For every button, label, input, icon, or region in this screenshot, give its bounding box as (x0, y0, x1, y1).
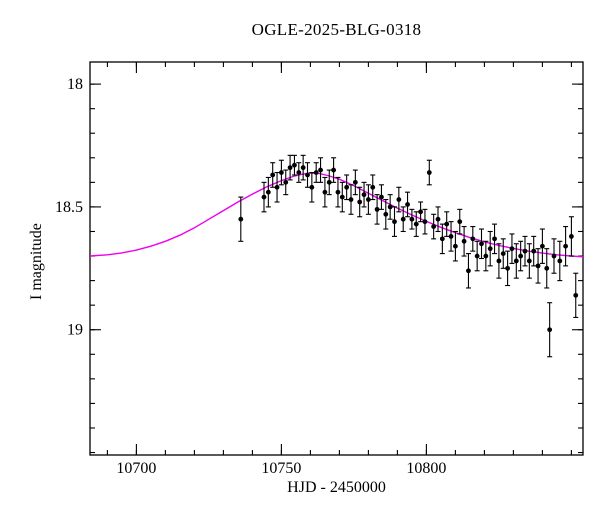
data-point (551, 253, 557, 259)
data-point (261, 194, 267, 200)
data-point (322, 189, 328, 195)
data-point (238, 216, 244, 222)
data-point (318, 167, 323, 173)
tick-labels: 10700 10750 10800 18 18.5 19 (55, 76, 446, 477)
data-point (352, 179, 358, 185)
y-tick-label: 18.5 (55, 199, 83, 216)
data-point (374, 206, 380, 212)
error-bars (238, 154, 579, 358)
x-axis-label: HJD - 2450000 (287, 479, 386, 496)
data-point (509, 246, 515, 252)
data-point (435, 216, 441, 222)
data-point (573, 292, 579, 298)
model-curve (89, 172, 584, 258)
y-tick-label: 18 (67, 76, 83, 93)
data-point (492, 236, 497, 242)
data-point (439, 236, 445, 242)
data-point (461, 238, 467, 244)
major-ticks (90, 62, 583, 455)
data-point (379, 194, 384, 200)
data-point (287, 165, 293, 171)
data-point (348, 197, 354, 202)
data-point (466, 268, 471, 274)
data-point (331, 167, 336, 173)
data-point (422, 219, 428, 225)
data-point (513, 258, 519, 264)
data-point (557, 258, 563, 264)
data-point (392, 219, 397, 225)
minor-ticks (90, 62, 583, 455)
data-point (479, 241, 484, 247)
data-point (453, 243, 458, 249)
data-point (505, 265, 510, 271)
data-points (238, 162, 579, 333)
data-point (448, 233, 454, 239)
data-point (313, 170, 319, 175)
data-point (400, 216, 406, 222)
data-point (531, 248, 537, 254)
data-point (361, 192, 367, 198)
data-point (474, 253, 480, 259)
data-point (487, 246, 493, 252)
data-point (296, 170, 302, 175)
data-point (405, 202, 410, 207)
data-point (279, 170, 284, 175)
chart-title: OGLE-2025-BLG-0318 (251, 20, 422, 39)
data-point (518, 253, 524, 259)
data-point (387, 204, 393, 210)
data-point (270, 172, 276, 178)
data-point (457, 219, 463, 225)
data-point (265, 189, 271, 195)
data-point (300, 165, 306, 171)
data-point (335, 189, 341, 195)
data-point (569, 233, 574, 239)
y-axis-label: I magnitude (28, 223, 45, 300)
x-tick-label: 10800 (406, 460, 446, 477)
data-point (431, 224, 437, 229)
data-point (563, 243, 568, 249)
data-point (357, 199, 363, 205)
data-point (540, 243, 545, 249)
data-point (526, 258, 532, 264)
data-point (409, 216, 415, 222)
data-point (444, 221, 450, 227)
data-point (305, 172, 310, 178)
data-point (283, 179, 289, 185)
plot-frame (89, 61, 584, 456)
data-point (483, 253, 489, 259)
data-point (326, 179, 332, 185)
data-point (370, 184, 376, 190)
data-point (547, 327, 553, 333)
y-tick-label: 19 (67, 322, 83, 339)
data-point (426, 170, 432, 175)
x-tick-label: 10700 (116, 460, 156, 477)
data-point (344, 184, 350, 190)
data-point (292, 162, 297, 168)
data-point (544, 265, 550, 271)
data-point (383, 211, 389, 217)
data-point (339, 194, 345, 200)
data-point (496, 258, 502, 264)
data-point (535, 263, 541, 269)
data-point (309, 184, 315, 190)
data-point (366, 197, 371, 202)
data-point (396, 197, 402, 202)
data-point (470, 236, 476, 242)
data-point (418, 209, 423, 215)
data-point (500, 251, 506, 256)
data-point (522, 248, 528, 254)
data-point (274, 184, 280, 190)
data-point (413, 221, 419, 227)
x-tick-label: 10750 (261, 460, 301, 477)
